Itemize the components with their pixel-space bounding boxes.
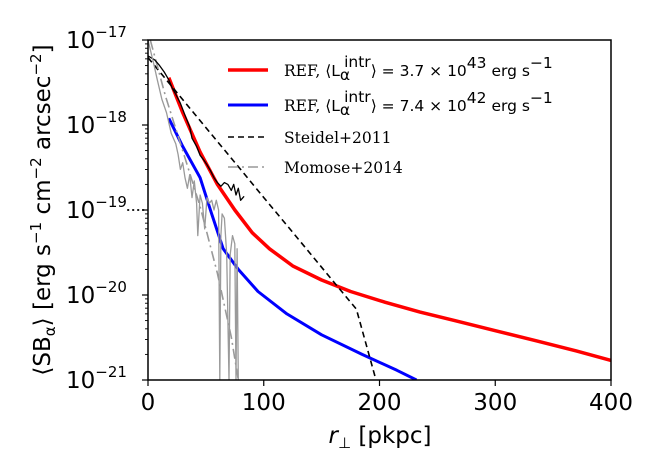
data-profile-3 bbox=[148, 40, 239, 380]
y-axis-ticks: 10−21 10−20 10−19 10−18 10−17 bbox=[66, 23, 148, 394]
y-tick-label: 10−21 bbox=[66, 363, 127, 394]
x-axis-title: r⊥ [pkpc] bbox=[329, 423, 432, 452]
series-line-4 bbox=[149, 40, 240, 380]
y-tick-label: 10−20 bbox=[66, 278, 127, 309]
x-axis-title-var: r bbox=[329, 423, 340, 449]
y-title-exp2: −2 bbox=[27, 157, 45, 179]
x-axis-title-unit: [pkpc] bbox=[351, 423, 431, 449]
x-tick-label: 400 bbox=[589, 390, 633, 416]
y-title-pre: ⟨SB bbox=[30, 336, 56, 375]
legend-label-1: REF, ⟨Lαintr⟩ = 3.7 × 1043 erg s−1 bbox=[284, 53, 553, 84]
y-title-end: ] bbox=[30, 44, 56, 53]
y-tick-label: 10−17 bbox=[66, 23, 127, 54]
x-tick-label: 200 bbox=[358, 390, 402, 416]
data-profile-1 bbox=[148, 55, 245, 201]
y-title-exp1: −1 bbox=[27, 222, 45, 244]
y-tick-label: 10−19 bbox=[66, 193, 127, 224]
legend-label-4: Momose+2014 bbox=[284, 159, 403, 177]
y-title-post: ⟩ [erg s bbox=[30, 244, 56, 326]
y-title-sub: α bbox=[41, 326, 59, 336]
x-axis-title-sub: ⊥ bbox=[338, 434, 351, 452]
series-line-3 bbox=[148, 57, 377, 380]
x-tick-label: 300 bbox=[473, 390, 517, 416]
y-title-mid2: arcsec bbox=[30, 76, 56, 158]
legend: REF, ⟨Lαintr⟩ = 3.7 × 1043 erg s−1 REF, ⟨… bbox=[228, 53, 553, 177]
x-tick-label: 0 bbox=[141, 390, 156, 416]
legend-label-2: REF, ⟨Lαintr⟩ = 7.4 × 1042 erg s−1 bbox=[284, 88, 553, 119]
y-title-exp3: −2 bbox=[27, 53, 45, 75]
series-line-2 bbox=[167, 117, 418, 380]
x-axis-ticks: 0 100 200 300 400 bbox=[141, 380, 633, 416]
y-tick-label: 10−18 bbox=[66, 108, 127, 139]
x-tick-label: 100 bbox=[242, 390, 286, 416]
y-axis-title: ⟨SBα⟩ [erg s−1 cm−2 arcsec−2] bbox=[27, 44, 59, 375]
plot-lines bbox=[148, 40, 611, 380]
legend-label-3: Steidel+2011 bbox=[284, 129, 391, 147]
y-title-mid1: cm bbox=[30, 179, 56, 221]
